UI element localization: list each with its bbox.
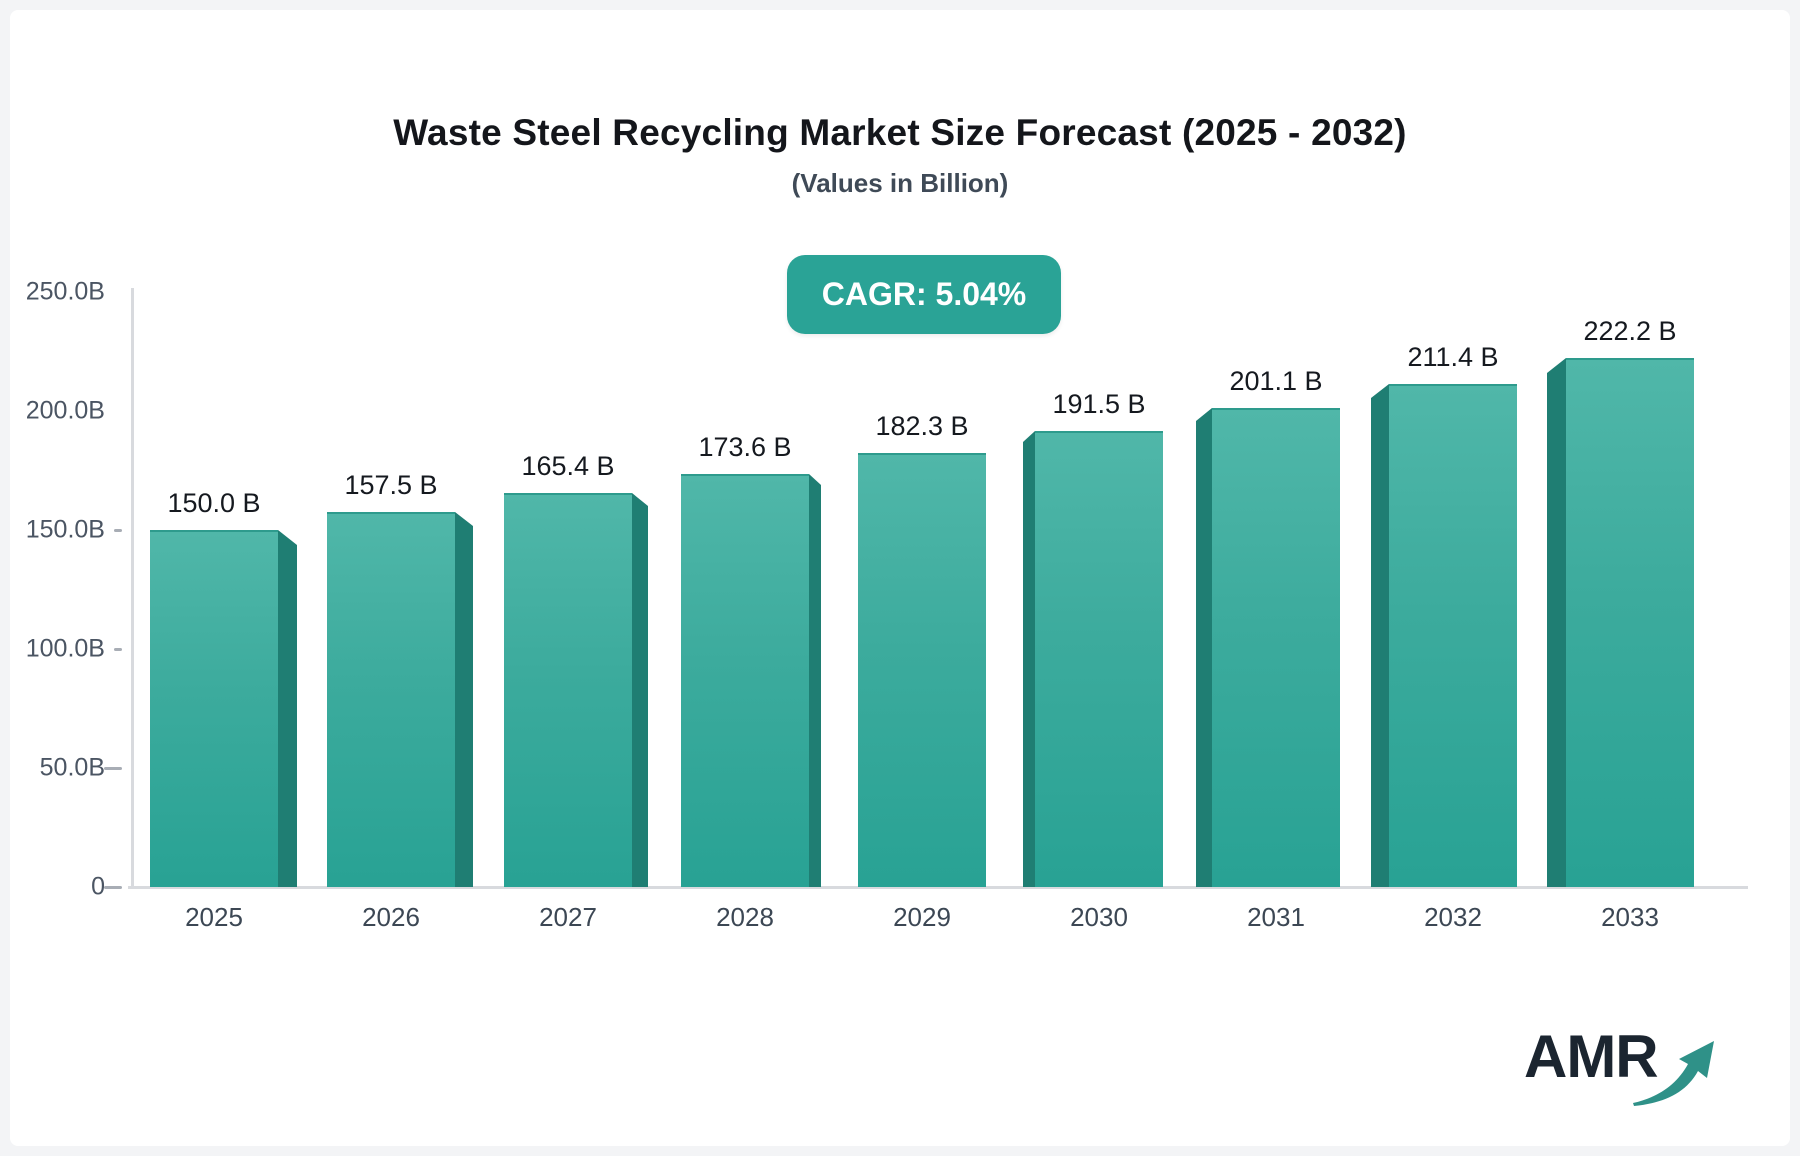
y-axis-label: 200.0B bbox=[25, 396, 105, 425]
page-title: Waste Steel Recycling Market Size Foreca… bbox=[393, 112, 1407, 153]
y-axis-tick bbox=[114, 529, 122, 532]
amr-logo-text: AMR bbox=[1524, 1023, 1659, 1090]
bar-3d-side bbox=[1547, 358, 1566, 887]
bar-2030 bbox=[1023, 431, 1163, 887]
bar-value-label: 211.4 B bbox=[1407, 342, 1499, 372]
growth-arrow-icon bbox=[1633, 1041, 1714, 1106]
y-axis-label: 50.0B bbox=[39, 753, 105, 782]
bar-2033 bbox=[1547, 358, 1694, 887]
x-axis-label: 2027 bbox=[539, 902, 597, 932]
page-subtitle: (Values in Billion) bbox=[791, 168, 1009, 198]
bar-3d-side bbox=[278, 530, 297, 887]
y-axis-tick bbox=[104, 767, 122, 770]
y-axis-label: 100.0B bbox=[25, 634, 105, 663]
cagr-badge: CAGR: 5.04% bbox=[787, 255, 1061, 334]
y-axis-label: 0 bbox=[91, 872, 105, 901]
bar-value-label: 222.2 B bbox=[1583, 316, 1677, 346]
y-axis-line bbox=[131, 288, 134, 889]
amr-logo: AMR bbox=[1524, 1023, 1714, 1112]
bar-2025 bbox=[150, 530, 297, 887]
plot-area: 150.0 B 157.5 B 165.4 B 173.6 B 182.3 B 191.5… bbox=[133, 292, 1745, 887]
bar-3d-side bbox=[1371, 384, 1389, 887]
bar-value-label: 150.0 B bbox=[167, 488, 261, 518]
x-axis-label: 2030 bbox=[1070, 902, 1128, 932]
bar-2026 bbox=[327, 512, 473, 887]
bar-3d-side bbox=[1196, 408, 1212, 887]
bar-3d-side bbox=[455, 512, 473, 887]
y-axis-label: 150.0B bbox=[25, 515, 105, 544]
x-axis-label: 2033 bbox=[1601, 902, 1659, 932]
bar-value-label: 173.6 B bbox=[698, 432, 792, 462]
x-axis-label: 2026 bbox=[362, 902, 420, 932]
bar-2027 bbox=[504, 493, 648, 887]
x-axis-label: 2029 bbox=[893, 902, 951, 932]
x-axis-label: 2028 bbox=[716, 902, 774, 932]
x-axis-label: 2031 bbox=[1247, 902, 1305, 932]
bar-2028 bbox=[681, 474, 821, 887]
cagr-badge-label: CAGR: 5.04% bbox=[821, 276, 1027, 312]
bar-value-label: 157.5 B bbox=[344, 470, 438, 500]
bar-value-label: 165.4 B bbox=[521, 451, 615, 481]
bar-value-label: 182.3 B bbox=[875, 411, 969, 441]
bar-3d-side bbox=[809, 474, 821, 887]
bar-value-label: 191.5 B bbox=[1052, 389, 1146, 419]
bar-2031 bbox=[1196, 408, 1340, 887]
x-axis-label: 2032 bbox=[1424, 902, 1482, 932]
x-axis-baseline bbox=[128, 886, 1748, 889]
y-axis-tick bbox=[114, 648, 122, 651]
y-axis-label: 250.0B bbox=[25, 277, 105, 306]
y-axis-tick bbox=[104, 886, 122, 889]
x-axis-label: 2025 bbox=[185, 902, 243, 932]
bar-3d-side bbox=[1023, 431, 1035, 887]
bar-2029 bbox=[858, 453, 986, 887]
bar-3d-side bbox=[632, 493, 648, 887]
bar-2032 bbox=[1371, 384, 1517, 887]
bar-value-label: 201.1 B bbox=[1229, 366, 1323, 396]
